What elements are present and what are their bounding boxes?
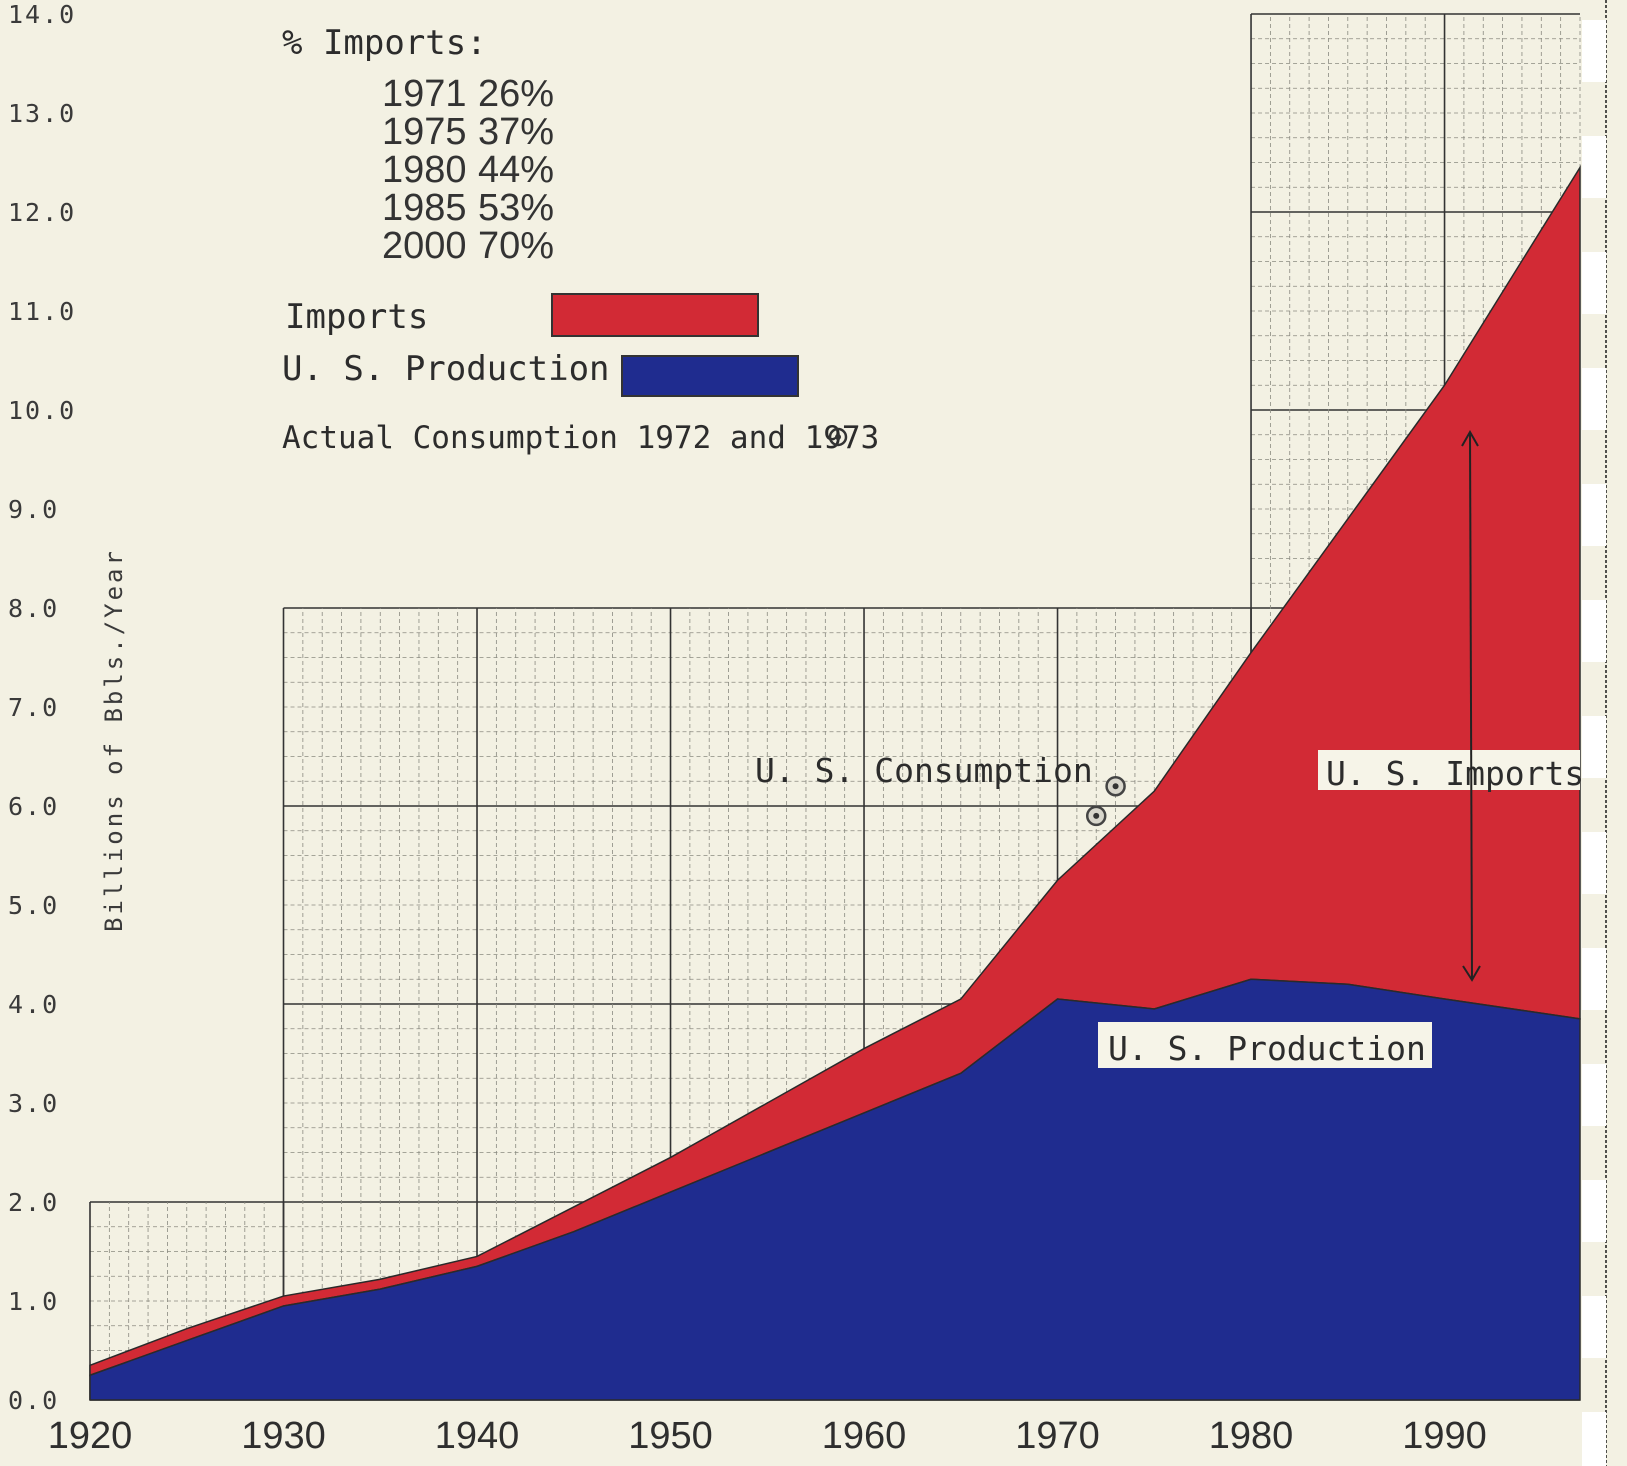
- y-tick-label: 11.0: [8, 297, 76, 326]
- x-tick-label: 1930: [241, 1415, 326, 1457]
- legend-imports-swatch: [551, 293, 759, 337]
- imports-pct-year: 2000: [382, 225, 467, 267]
- imports-pct-year: 1975: [382, 111, 467, 153]
- imports-percent-title: % Imports:: [282, 23, 487, 63]
- y-tick-label: 10.0: [8, 396, 76, 425]
- legend-actual-label: Actual Consumption 1972 and 1973: [282, 420, 879, 456]
- y-tick-label: 6.0: [8, 792, 59, 821]
- imports-annotation: U. S. Imports: [1318, 750, 1584, 793]
- y-tick-label: 0.0: [8, 1386, 59, 1415]
- consumption-annotation: U. S. Consumption: [755, 751, 1093, 790]
- legend-production-swatch: [621, 355, 799, 397]
- x-axis-ticks: 1920 1930 1940 1950 1960 1970 1980 1990: [48, 1415, 1487, 1457]
- y-tick-label: 5.0: [8, 891, 59, 920]
- imports-pct-value: 44%: [478, 149, 554, 191]
- y-tick-label: 3.0: [8, 1089, 59, 1118]
- production-annotation: U. S. Production: [1098, 1022, 1432, 1068]
- consumption-point-1972: [1085, 805, 1107, 827]
- imports-pct-year: 1971: [382, 73, 467, 115]
- x-tick-label: 1920: [48, 1415, 133, 1457]
- x-tick-label: 1960: [822, 1415, 907, 1457]
- y-tick-label: 12.0: [8, 198, 76, 227]
- y-tick-label: 9.0: [8, 495, 59, 524]
- y-tick-label: 7.0: [8, 693, 59, 722]
- consumption-points: [1085, 775, 1126, 827]
- x-tick-label: 1940: [435, 1415, 520, 1457]
- x-tick-label: 1950: [628, 1415, 713, 1457]
- imports-pct-value: 26%: [478, 73, 554, 115]
- y-tick-label: 2.0: [8, 1188, 59, 1217]
- y-tick-label: 8.0: [8, 594, 59, 623]
- legend-production-label: U. S. Production: [282, 349, 610, 389]
- consumption-point-1973: [1105, 775, 1126, 797]
- production-area: [89, 978, 1581, 1401]
- svg-text:U. S. Imports: U. S. Imports: [1326, 754, 1584, 793]
- x-tick-label: 1970: [1015, 1415, 1100, 1457]
- y-axis-label: Billions of Bbls./Year: [100, 548, 128, 932]
- imports-pct-year: 1980: [382, 149, 467, 191]
- y-tick-label: 13.0: [8, 99, 76, 128]
- y-tick-label: 4.0: [8, 990, 59, 1019]
- x-tick-label: 1980: [1209, 1415, 1294, 1457]
- x-tick-label: 1990: [1402, 1415, 1487, 1457]
- imports-percent-list: 1971 26% 1975 37% 1980 44% 1985 53% 2000 70%: [382, 73, 554, 267]
- svg-text:U. S. Production: U. S. Production: [1108, 1029, 1426, 1068]
- y-tick-label: 14.0: [8, 0, 76, 29]
- legend-actual-marker: [828, 427, 848, 447]
- legend: % Imports: 1971 26% 1975 37% 1980 44% 1985 53% 2…: [282, 23, 879, 456]
- y-axis-ticks: 0.0 1.0 2.0 3.0 4.0 5.0 6.0 7.0 8.0 9.0 10.0 11.0 12…: [8, 0, 76, 1415]
- legend-imports-label: Imports: [285, 297, 428, 337]
- imports-pct-value: 37%: [478, 111, 554, 153]
- imports-pct-year: 1985: [382, 187, 467, 229]
- stacked-areas: [89, 164, 1581, 1401]
- imports-pct-value: 53%: [478, 187, 554, 229]
- imports-span-arrow: [1461, 429, 1481, 982]
- imports-pct-value: 70%: [478, 225, 554, 267]
- y-tick-label: 1.0: [8, 1287, 59, 1316]
- film-edge-strip: [1582, 0, 1627, 1466]
